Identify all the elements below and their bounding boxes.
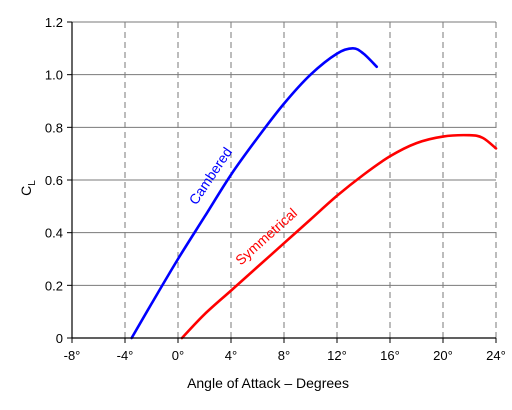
tick-layer: -8° -4° 0° 4° 8° 12° 16° 20° 24° 0 0.2 0.4 0.6 0.8 1.0… — [45, 15, 506, 363]
y-tick-label: 0 — [56, 331, 63, 346]
x-tick-label: 12° — [327, 348, 347, 363]
y-tick-label: 1.2 — [45, 15, 63, 30]
y-tick-label: 0.8 — [45, 120, 63, 135]
x-axis-title: Angle of Attack – Degrees — [187, 375, 349, 391]
y-axis-title-main: C — [18, 186, 34, 196]
x-tick-label: -4° — [117, 348, 134, 363]
x-tick-label: 24° — [486, 348, 506, 363]
y-axis-title: CL — [18, 180, 38, 196]
y-tick-label: 0.4 — [45, 226, 63, 241]
x-tick-label: 20° — [433, 348, 453, 363]
series-line-cambered — [130, 47, 379, 340]
series-line-symmetrical — [180, 133, 498, 340]
x-tick-label: 8° — [278, 348, 290, 363]
series-layer — [130, 47, 498, 340]
grid-layer — [72, 21, 497, 338]
y-tick-label: 0.2 — [45, 278, 63, 293]
x-tick-label: -8° — [64, 348, 81, 363]
series-annotation-cambered: Cambered — [185, 144, 235, 207]
x-tick-label: 16° — [380, 348, 400, 363]
y-axis-title-sub: L — [27, 180, 38, 186]
y-tick-label: 0.6 — [45, 173, 63, 188]
y-tick-label: 1.0 — [45, 68, 63, 83]
x-tick-label: 4° — [225, 348, 237, 363]
x-tick-label: 0° — [172, 348, 184, 363]
